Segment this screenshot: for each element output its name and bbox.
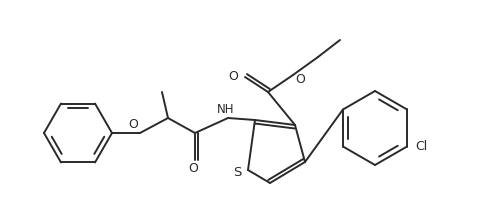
Text: O: O — [128, 118, 138, 131]
Text: NH: NH — [217, 104, 234, 117]
Text: O: O — [227, 71, 238, 83]
Text: O: O — [294, 73, 304, 86]
Text: O: O — [188, 161, 197, 175]
Text: Cl: Cl — [414, 140, 426, 153]
Text: S: S — [233, 166, 242, 178]
